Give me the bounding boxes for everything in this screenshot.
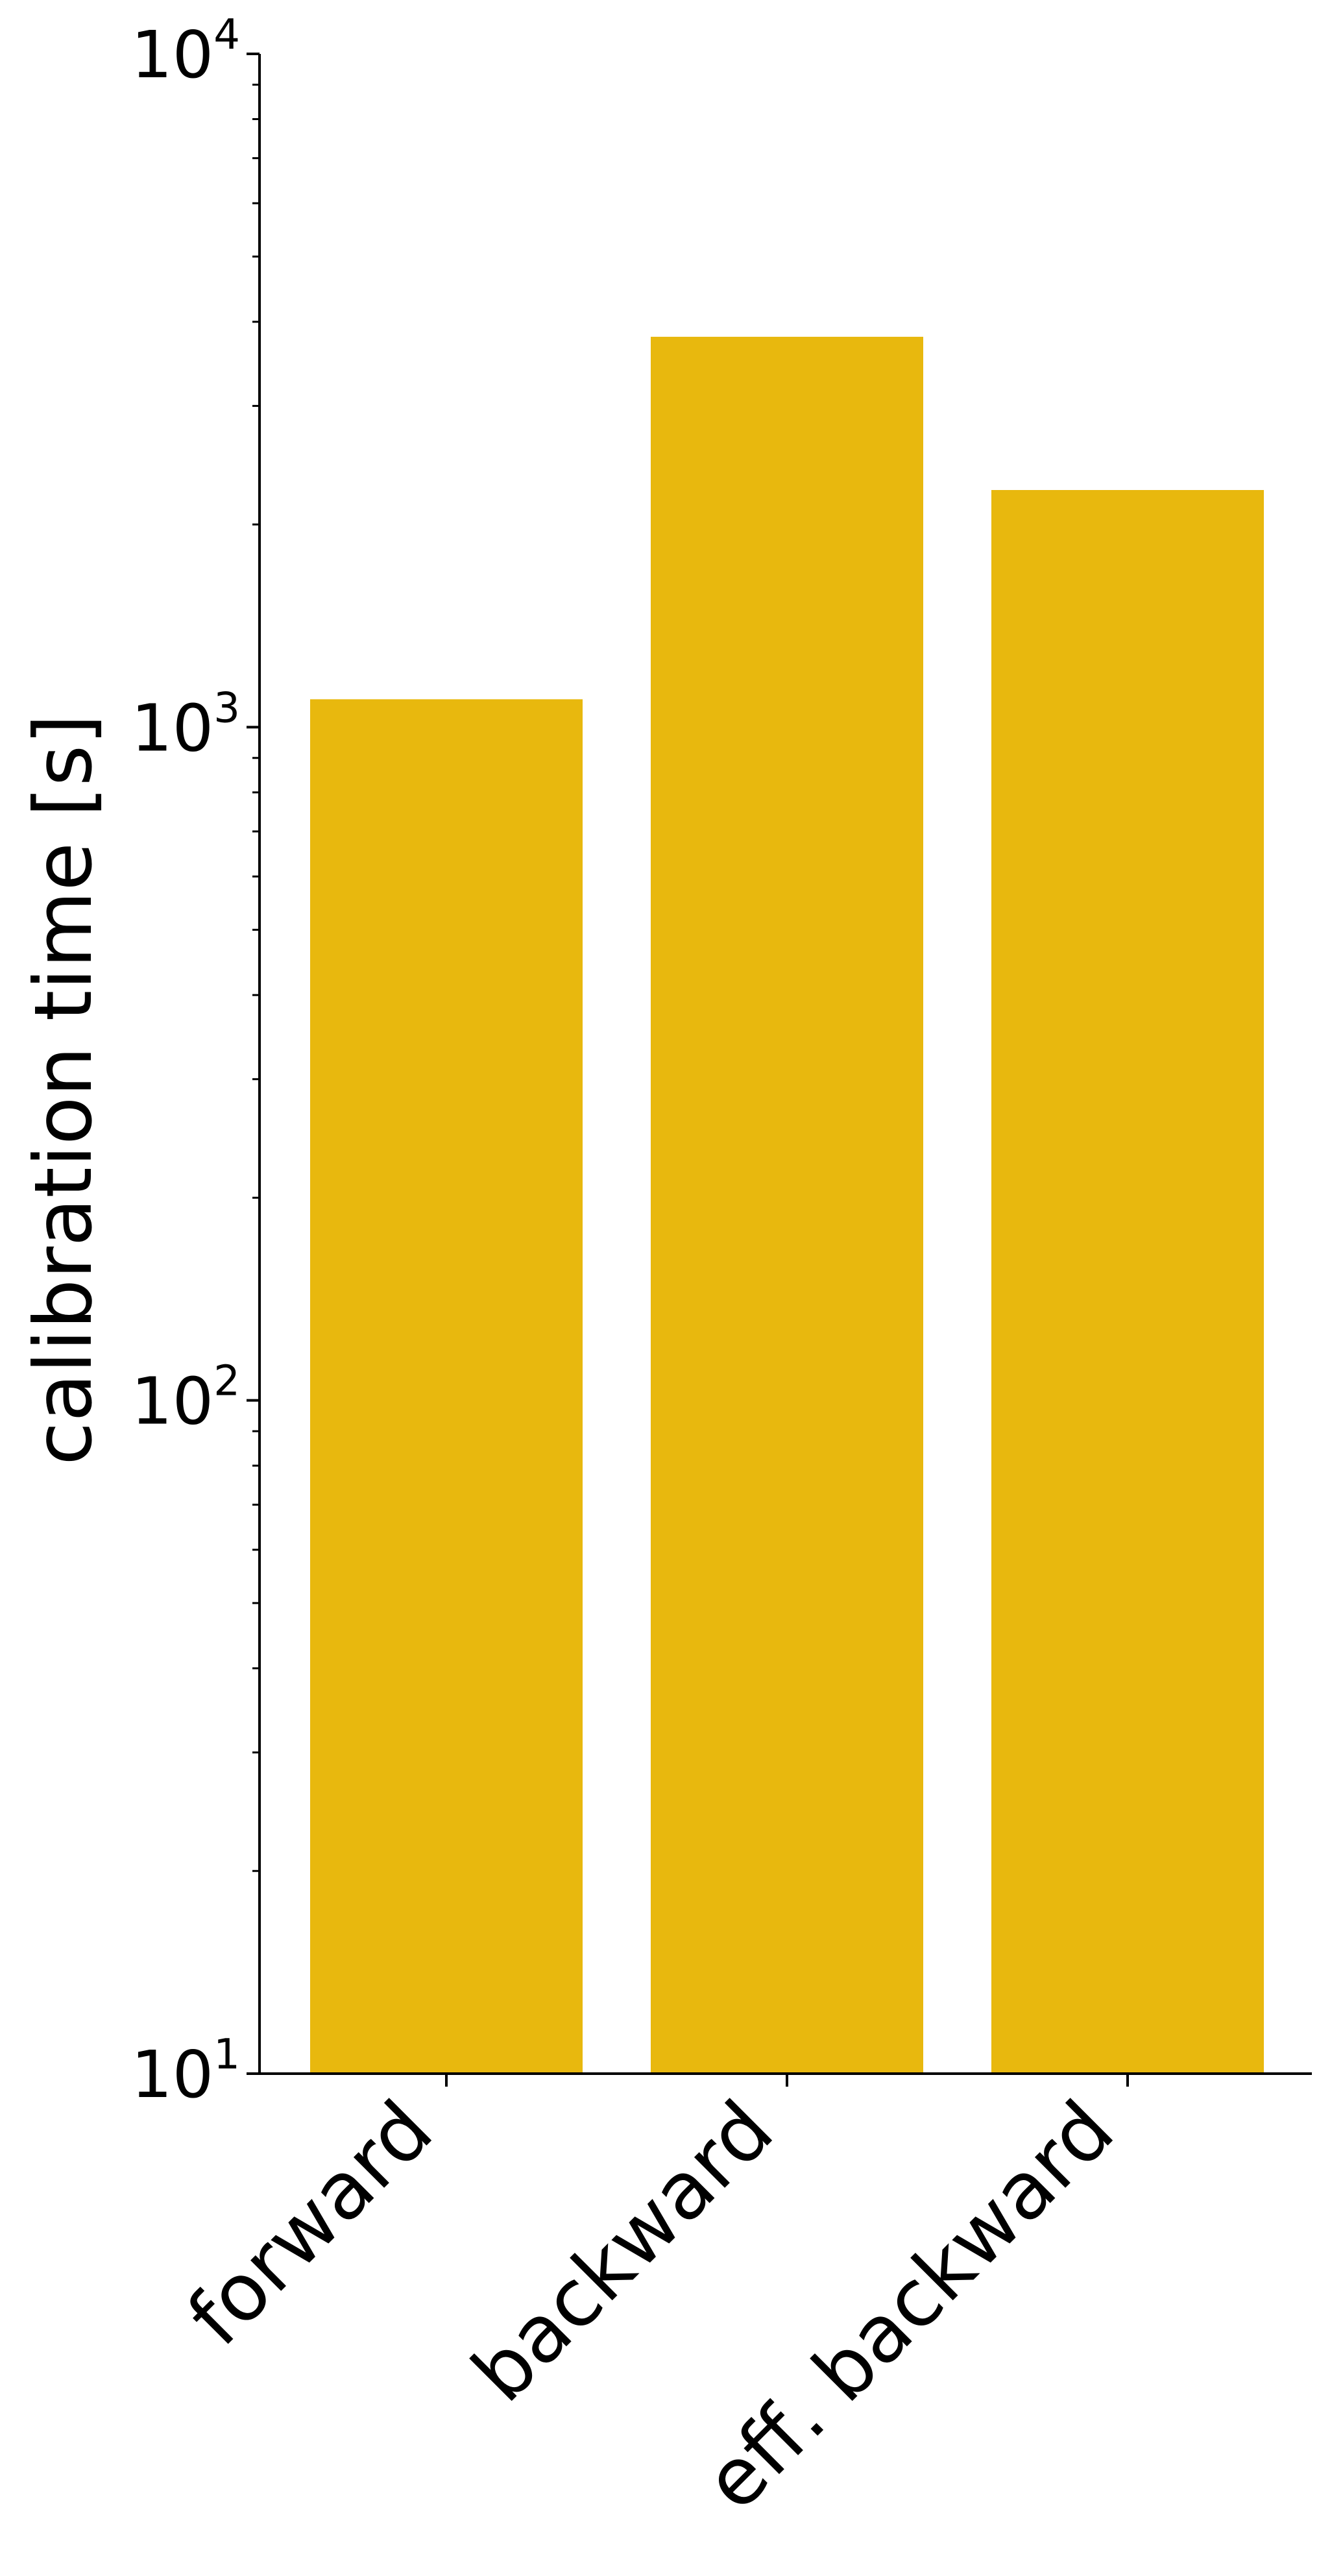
bar-backward — [651, 336, 923, 2074]
y-axis-title: calibration time [s] — [18, 714, 110, 1466]
y-tick-label: 101 — [131, 2031, 240, 2113]
y-tick-label: 102 — [131, 1358, 240, 1440]
y-tick-label: 103 — [131, 684, 240, 766]
x-tick-label: backward — [455, 2083, 791, 2420]
major-ticks-group: 101 102 103 104 — [131, 11, 260, 2113]
bar-forward — [310, 699, 583, 2074]
x-tick-label: forward — [170, 2083, 450, 2363]
bars-group — [310, 336, 1264, 2074]
bar-eff-backward — [991, 490, 1264, 2074]
y-tick-label: 104 — [131, 11, 240, 93]
